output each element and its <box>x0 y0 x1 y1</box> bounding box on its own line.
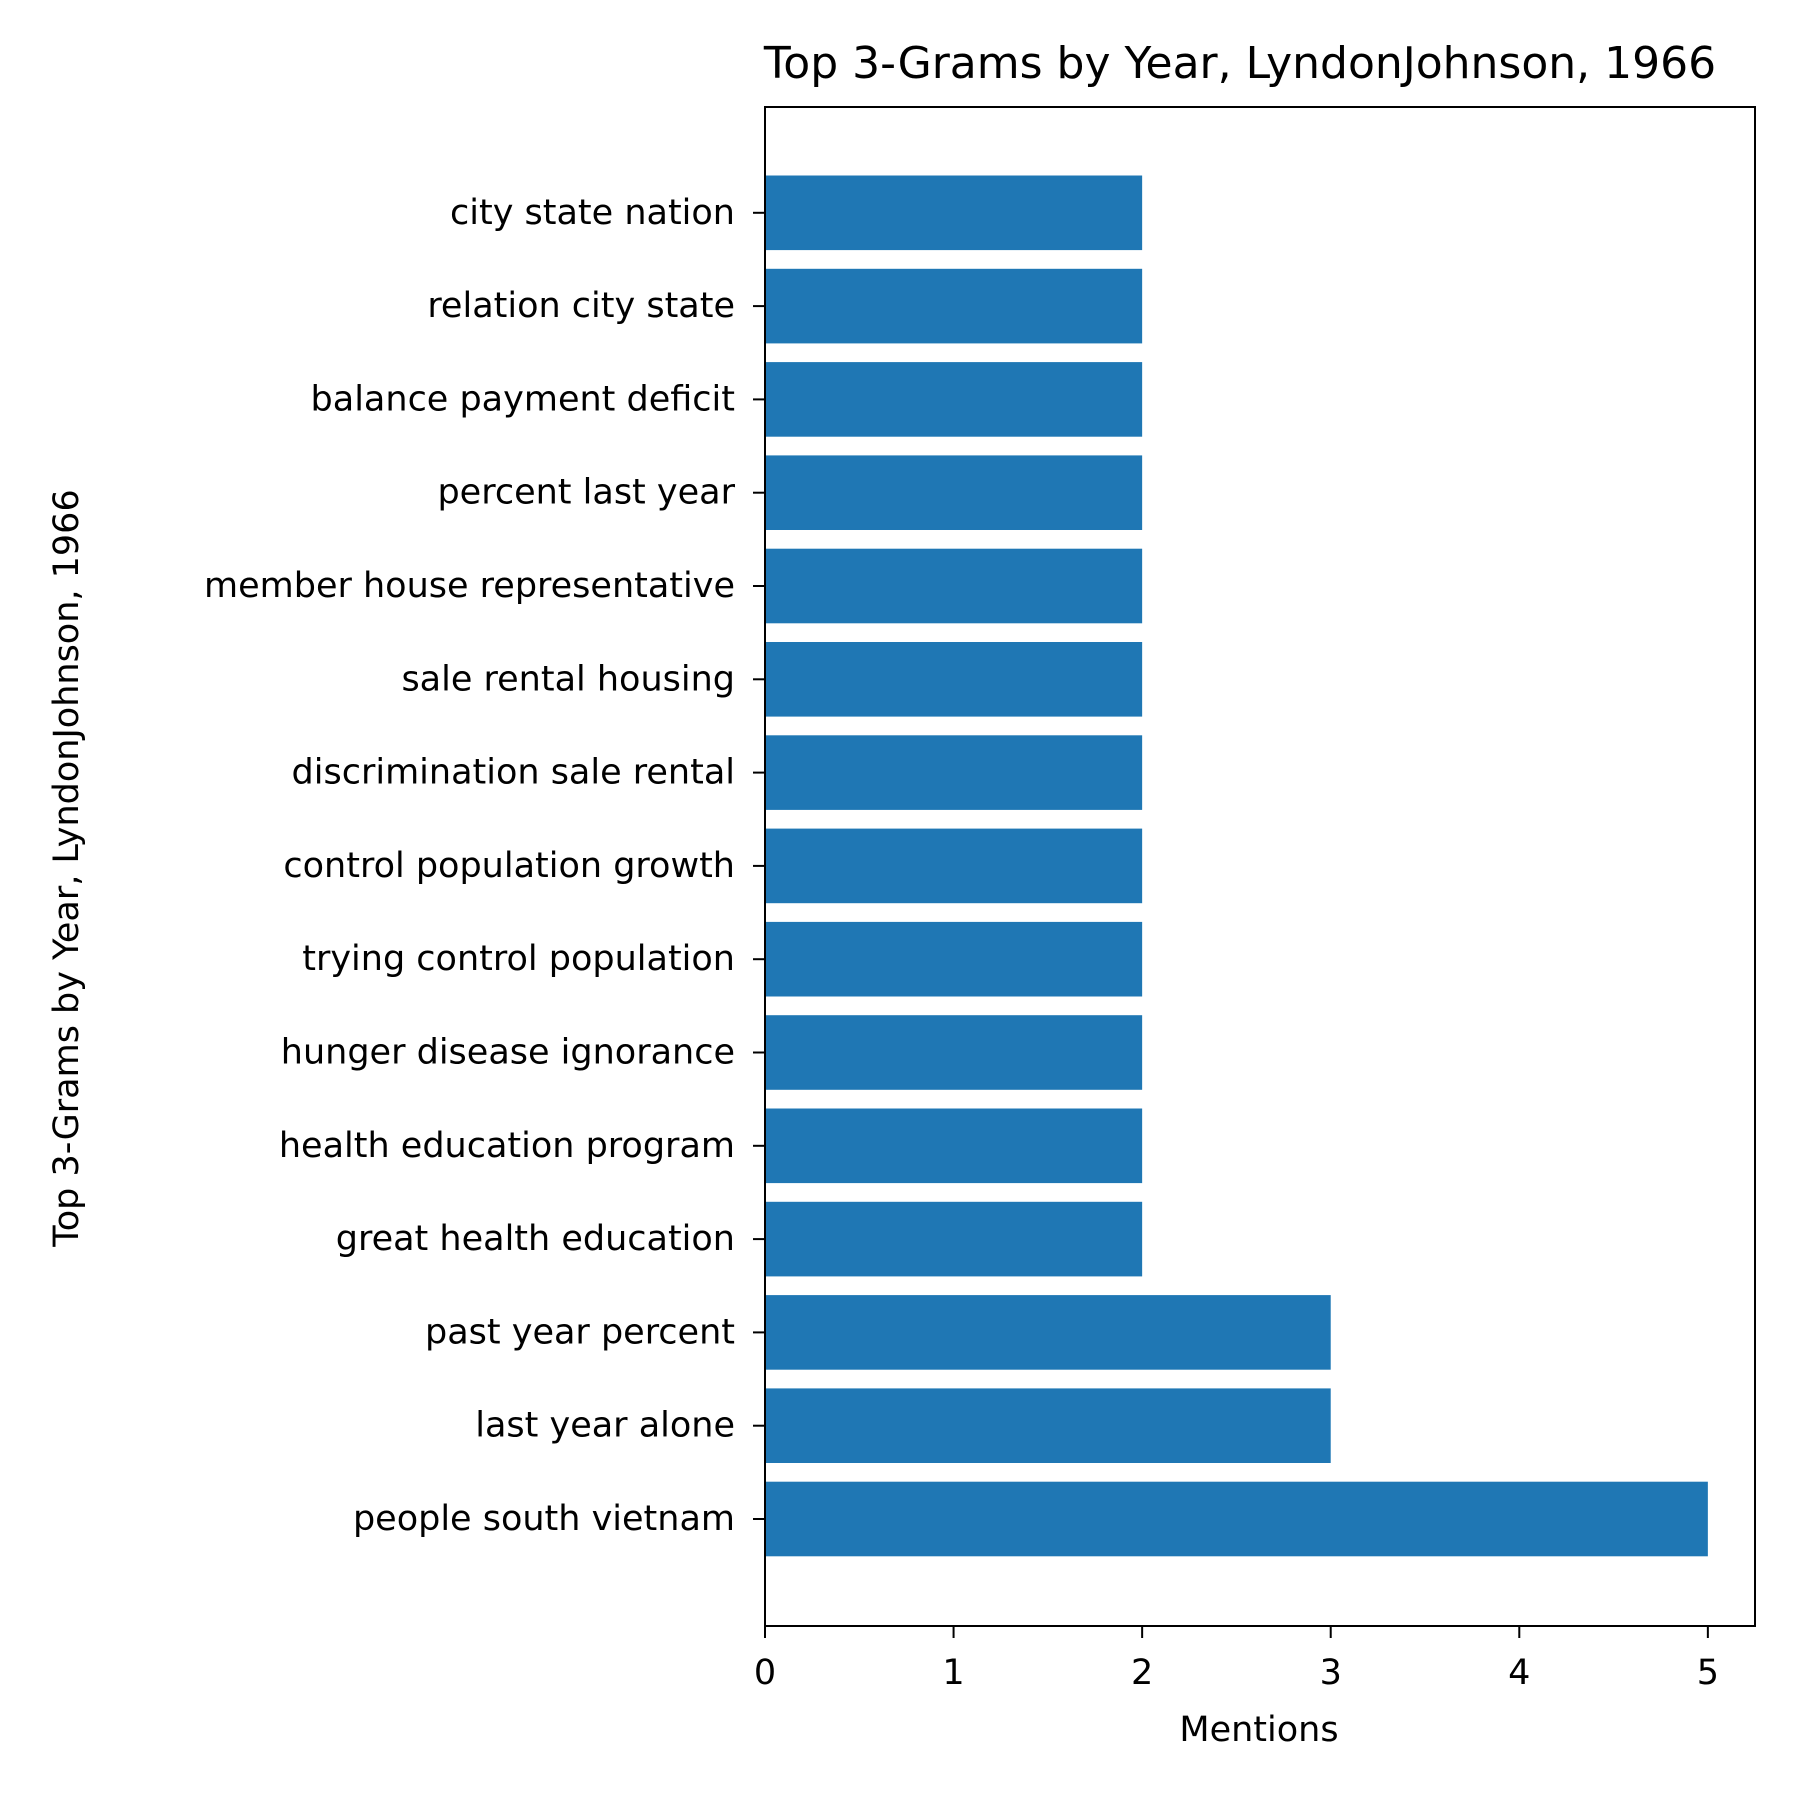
y-tick-label: people south vietnam <box>353 1499 735 1539</box>
x-tick-label: 2 <box>1131 1653 1153 1693</box>
y-tick-label: last year alone <box>475 1406 735 1446</box>
x-tick-label: 0 <box>754 1653 776 1693</box>
y-tick-label: discrimination sale rental <box>292 753 735 793</box>
y-tick-label: percent last year <box>437 473 735 513</box>
bar <box>765 1481 1708 1557</box>
y-axis-label: Top 3-Grams by Year, LyndonJohnson, 1966 <box>47 489 87 1247</box>
y-tick-label: sale rental housing <box>401 659 735 699</box>
bar <box>765 1108 1143 1184</box>
x-tick-label: 4 <box>1508 1653 1530 1693</box>
x-ticks-group: 0 1 2 3 4 5 <box>754 1626 1719 1693</box>
y-tick-label: health education program <box>279 1126 735 1166</box>
y-tick-label: trying control population <box>302 939 735 979</box>
bar <box>765 828 1143 904</box>
bar <box>765 735 1143 810</box>
bar <box>765 175 1143 251</box>
x-tick-label: 3 <box>1320 1653 1342 1693</box>
bar <box>765 455 1143 530</box>
x-tick-label: 5 <box>1697 1653 1719 1693</box>
bar <box>765 1295 1331 1370</box>
chart-title: Top 3-Grams by Year, LyndonJohnson, 1966 <box>763 38 1716 89</box>
bar <box>765 548 1143 624</box>
y-tick-label: great health education <box>336 1219 735 1259</box>
bar <box>765 921 1143 997</box>
y-tick-label: relation city state <box>427 286 735 326</box>
plot-frame <box>764 106 1756 1627</box>
y-tick-label: city state nation <box>450 193 735 233</box>
y-tick-label: past year percent <box>425 1312 735 1352</box>
y-tick-label: balance payment deficit <box>311 379 735 419</box>
bar <box>765 1201 1143 1277</box>
bars-group <box>765 175 1708 1557</box>
bar <box>765 642 1143 717</box>
y-ticks-group: people south vietnam last year alone past … <box>204 193 765 1539</box>
y-tick-label: member house representative <box>204 566 735 606</box>
bar <box>765 362 1143 437</box>
bar <box>765 1015 1143 1090</box>
x-tick-label: 1 <box>942 1653 964 1693</box>
y-tick-label: control population growth <box>283 846 735 886</box>
bar <box>765 1388 1331 1463</box>
bar <box>765 268 1143 344</box>
x-axis-label: Mentions <box>1179 1710 1338 1750</box>
y-tick-label: hunger disease ignorance <box>281 1033 735 1073</box>
